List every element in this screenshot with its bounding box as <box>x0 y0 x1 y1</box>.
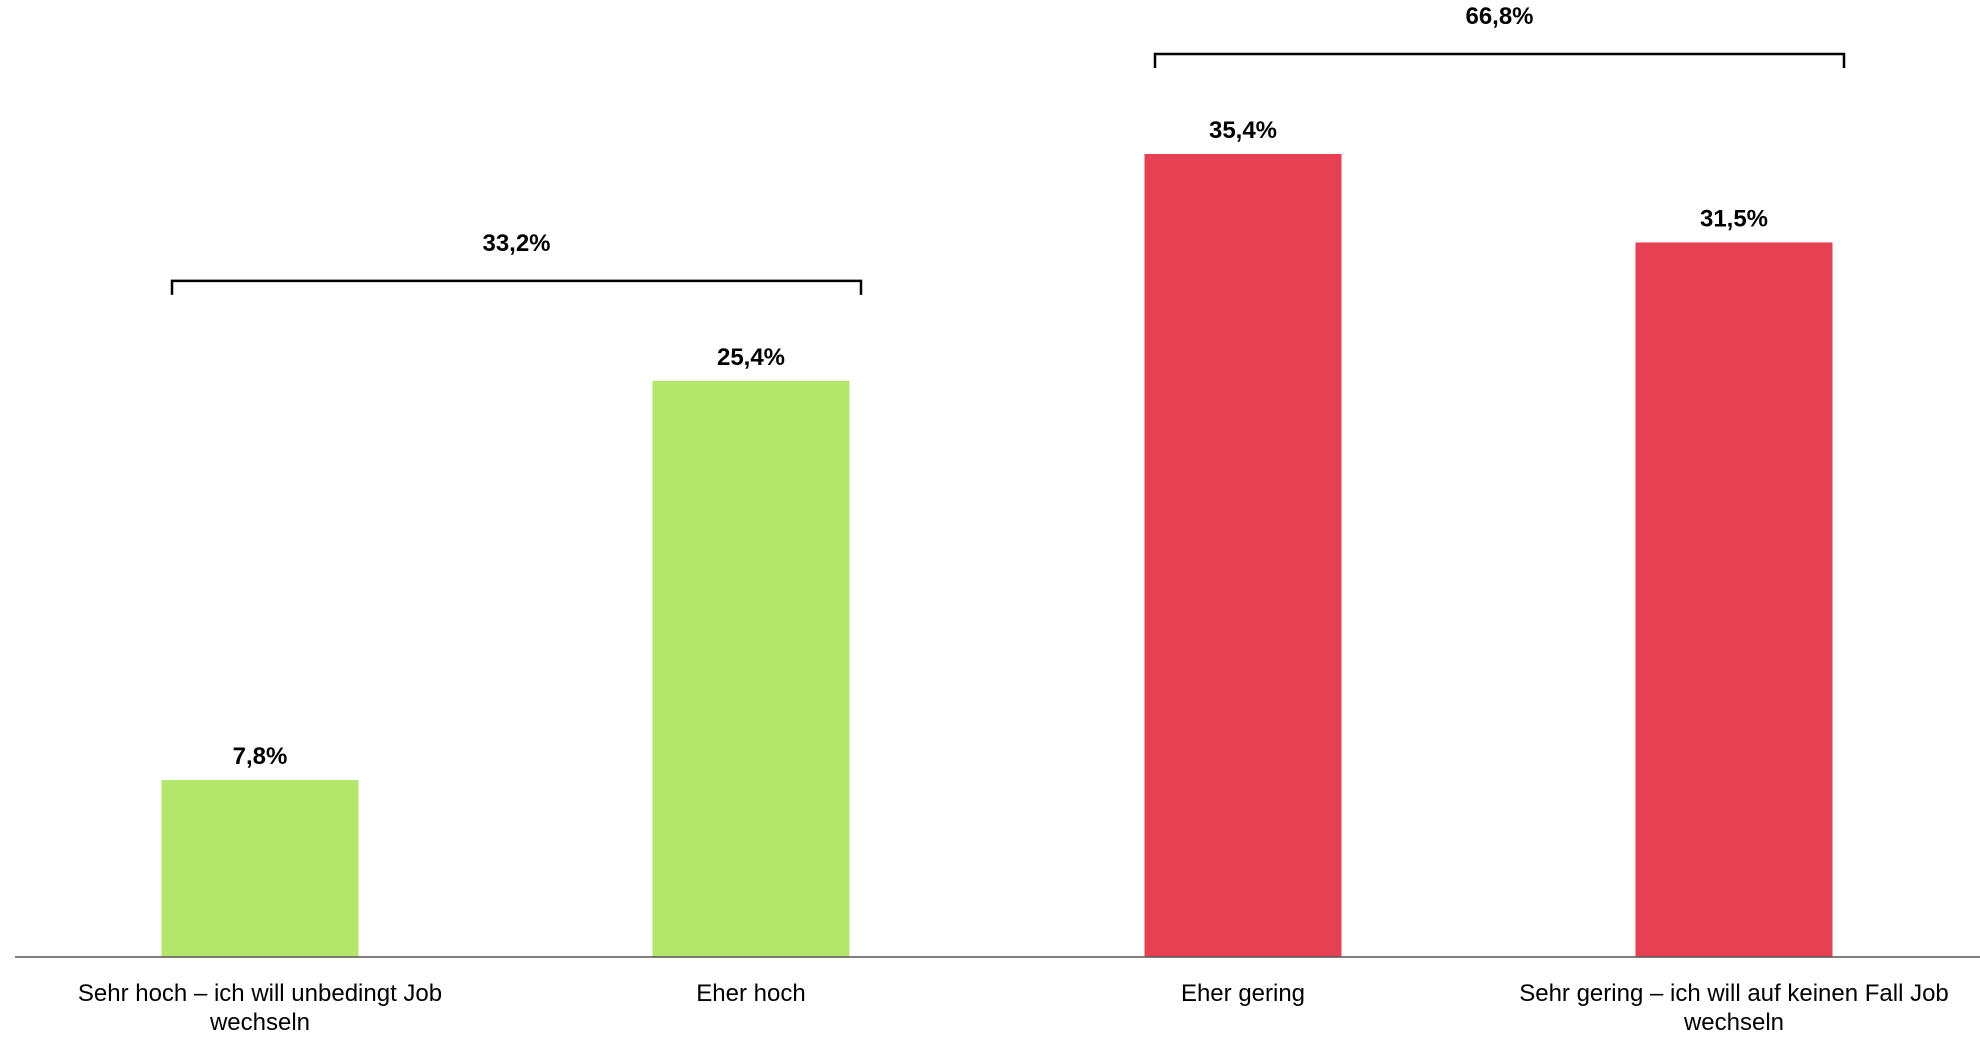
category-label: Sehr hoch – ich will unbedingt Job wechs… <box>77 980 443 1036</box>
category-label: Eher gering <box>1180 980 1306 1007</box>
bar <box>1144 154 1342 957</box>
category-label: Sehr gering – ich will auf keinen Fall J… <box>1519 980 1949 1036</box>
bracket <box>1153 52 1846 68</box>
bracket-label: 33,2% <box>482 230 550 257</box>
value-label: 7,8% <box>233 743 288 770</box>
bracket <box>170 279 863 295</box>
category-label: Eher hoch <box>696 980 806 1007</box>
bar <box>161 780 359 957</box>
value-label: 25,4% <box>717 344 785 371</box>
bar <box>1635 242 1833 958</box>
value-label: 31,5% <box>1700 205 1768 232</box>
bar <box>652 380 850 957</box>
bracket-label: 66,8% <box>1465 3 1533 30</box>
value-label: 35,4% <box>1209 117 1277 144</box>
